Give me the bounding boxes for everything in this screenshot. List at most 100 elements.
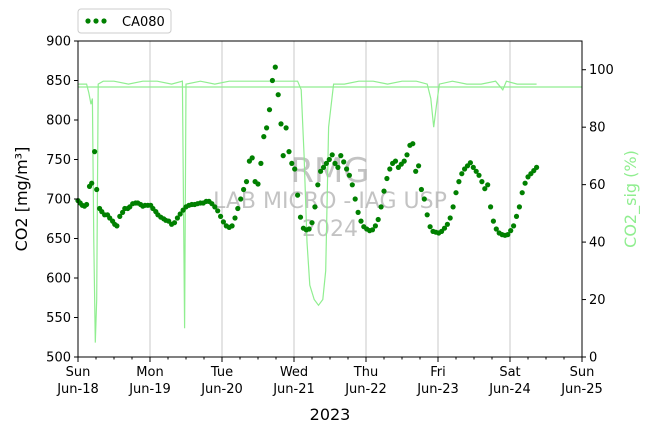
x-tick-label-date: Jun-25 xyxy=(560,382,603,397)
data-point xyxy=(516,204,523,210)
data-point xyxy=(421,196,427,202)
data-point xyxy=(335,164,341,170)
data-point xyxy=(459,171,465,177)
data-point xyxy=(447,215,453,221)
data-point xyxy=(258,160,264,166)
data-point xyxy=(238,196,244,202)
data-point xyxy=(338,153,344,159)
data-point xyxy=(341,159,347,165)
data-point xyxy=(289,160,295,166)
legend-box xyxy=(77,8,172,34)
data-point xyxy=(220,219,226,225)
data-point xyxy=(89,180,95,186)
data-point xyxy=(117,213,123,219)
x-axis-title: 2023 xyxy=(310,405,351,424)
left-y-axis: 500 550 600 650 700 750 800 850 900 xyxy=(46,35,78,366)
data-point xyxy=(275,92,281,98)
data-point xyxy=(326,156,332,163)
y-tick-label: 600 xyxy=(46,272,71,287)
data-point xyxy=(456,179,462,185)
data-point xyxy=(215,208,221,214)
data-point xyxy=(346,172,352,178)
x-tick-label-date: Jun-19 xyxy=(128,382,171,397)
data-point xyxy=(269,77,275,84)
data-point xyxy=(174,215,180,221)
y2-tick-label: 20 xyxy=(589,293,606,308)
data-point xyxy=(261,134,267,140)
co2-sig-series xyxy=(78,80,582,343)
data-point xyxy=(243,179,250,185)
ca080-series xyxy=(75,64,540,238)
data-point xyxy=(352,196,358,202)
data-point xyxy=(278,121,284,127)
data-point xyxy=(467,160,473,166)
y2-axis-title: CO2_sig (%) xyxy=(621,150,641,248)
data-point xyxy=(283,125,289,131)
data-point xyxy=(444,221,450,227)
data-point xyxy=(488,204,494,210)
y2-tick-label: 100 xyxy=(589,63,614,78)
y-tick-label: 750 xyxy=(46,153,71,168)
data-point xyxy=(441,225,448,231)
data-point xyxy=(510,223,517,229)
data-point xyxy=(272,64,278,70)
data-point xyxy=(249,155,255,161)
data-point xyxy=(280,153,286,159)
y-tick-label: 500 xyxy=(46,351,71,366)
data-point xyxy=(84,201,90,208)
data-point xyxy=(485,182,491,188)
data-point xyxy=(292,166,298,172)
data-point xyxy=(312,204,318,210)
x-tick-label-day: Thu xyxy=(353,365,378,380)
x-tick-label-date: Jun-21 xyxy=(272,382,315,397)
data-point xyxy=(413,168,419,174)
watermark: RMG LAB MICRO - IAG USP 2024 xyxy=(213,151,447,242)
data-point xyxy=(309,220,315,226)
data-point xyxy=(375,216,381,223)
y2-tick-label: 40 xyxy=(589,236,606,251)
data-point xyxy=(453,190,459,196)
data-point xyxy=(318,168,324,174)
data-point xyxy=(450,204,456,210)
y2-tick-label: 60 xyxy=(589,178,606,193)
data-point xyxy=(372,223,378,229)
data-point xyxy=(349,182,355,188)
legend-label: CA080 xyxy=(122,15,165,30)
data-point xyxy=(315,182,321,188)
data-point xyxy=(171,220,178,226)
x-tick-label-date: Jun-24 xyxy=(488,382,531,397)
data-point xyxy=(235,205,241,212)
x-tick-label-date: Jun-23 xyxy=(416,382,459,397)
data-point xyxy=(482,186,488,192)
y-tick-label: 700 xyxy=(46,193,71,208)
data-point xyxy=(266,107,273,113)
data-point xyxy=(323,160,329,166)
data-point xyxy=(479,179,485,185)
y-tick-label: 800 xyxy=(46,114,71,129)
data-point xyxy=(295,192,301,198)
data-point xyxy=(384,175,390,182)
data-point xyxy=(94,186,100,193)
data-point xyxy=(392,158,399,164)
data-point xyxy=(218,213,224,219)
x-tick-label-date: Jun-20 xyxy=(200,382,243,397)
data-point xyxy=(241,186,247,193)
data-point xyxy=(264,125,270,131)
y-tick-label: 850 xyxy=(46,74,71,89)
right-y-axis: 0 20 40 60 80 100 xyxy=(582,63,614,366)
y2-tick-label: 80 xyxy=(589,121,606,136)
x-tick-label-date: Jun-22 xyxy=(344,382,387,397)
x-tick-label-day: Tue xyxy=(210,365,233,380)
x-tick-label-day: Fri xyxy=(430,365,446,380)
data-point xyxy=(427,224,433,230)
data-point xyxy=(120,209,126,215)
data-point xyxy=(355,209,361,215)
data-point xyxy=(508,228,514,234)
data-point xyxy=(378,204,384,210)
y-tick-label: 550 xyxy=(46,311,71,326)
y2-tick-label: 0 xyxy=(589,351,597,366)
x-tick-label-day: Sun xyxy=(570,365,595,380)
data-point xyxy=(369,227,376,233)
data-point xyxy=(404,152,410,158)
watermark-lab: LAB MICRO - IAG USP xyxy=(213,189,447,214)
